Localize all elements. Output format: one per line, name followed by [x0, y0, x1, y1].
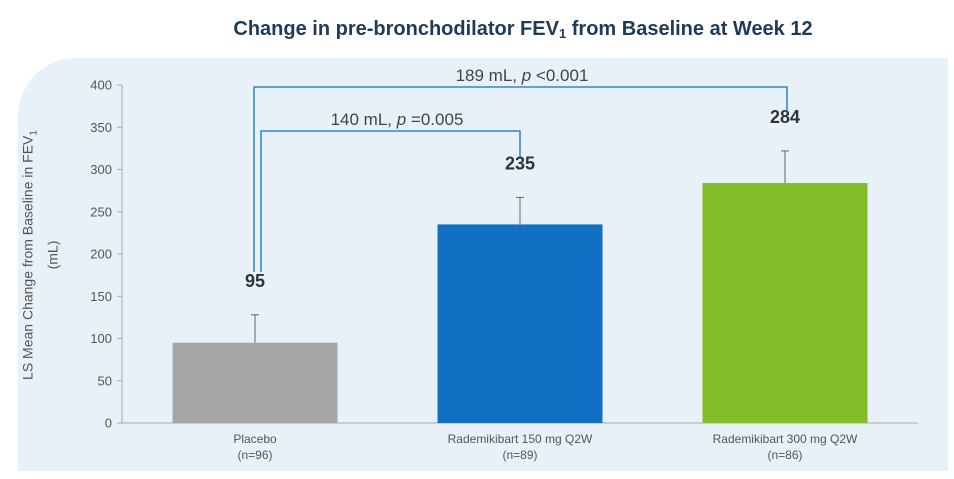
chart-title: Change in pre-bronchodilator FEV1 from B…	[233, 18, 813, 41]
category-label-1: Rademikibart 150 mg Q2W	[448, 432, 593, 446]
y-tick-label: 100	[90, 331, 112, 346]
bar-1	[437, 224, 603, 423]
category-n-1: (n=89)	[502, 448, 537, 462]
y-tick-label: 0	[105, 416, 112, 431]
y-tick-label: 300	[90, 162, 112, 177]
y-tick-label: 250	[90, 204, 112, 219]
data-label-0: 95	[245, 271, 265, 291]
data-label-1: 235	[505, 153, 535, 173]
data-label-2: 284	[770, 107, 800, 127]
comparison-label-0: 140 mL, p =0.005	[331, 110, 464, 129]
comparison-bracket-1	[253, 86, 788, 272]
bar-0	[172, 342, 338, 423]
y-tick-label: 350	[90, 120, 112, 135]
category-label-0: Placebo	[233, 432, 277, 446]
y-tick-label: 200	[90, 247, 112, 262]
comparison-bracket-0	[260, 130, 521, 272]
comparison-label-1: 189 mL, p <0.001	[456, 66, 589, 85]
category-n-2: (n=86)	[767, 448, 802, 462]
category-label-2: Rademikibart 300 mg Q2W	[713, 432, 858, 446]
bar-2	[702, 183, 868, 423]
y-tick-label: 400	[90, 78, 112, 93]
y-tick-label: 50	[98, 373, 112, 388]
y-tick-label: 150	[90, 289, 112, 304]
category-n-0: (n=96)	[237, 448, 272, 462]
